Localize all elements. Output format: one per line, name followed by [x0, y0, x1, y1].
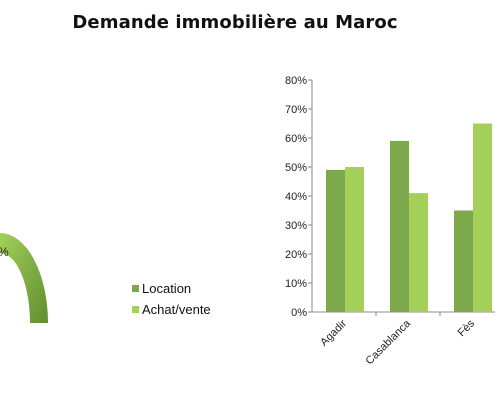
- legend-item-location: Location: [132, 278, 211, 299]
- legend-item-achat-vente: Achat/vente: [132, 299, 211, 320]
- legend-swatch-location: [132, 285, 139, 292]
- y-tick-label: 20%: [285, 249, 307, 261]
- x-tick-label: Agadir: [318, 317, 349, 348]
- bar: [326, 169, 345, 312]
- y-tick-label: 30%: [285, 220, 307, 232]
- bar: [345, 167, 364, 312]
- x-tick-label: Casablanca: [364, 317, 414, 367]
- y-tick-label: 70%: [285, 104, 307, 116]
- chart-title: Demande immobilière au Maroc: [72, 12, 398, 33]
- bar: [454, 210, 473, 312]
- y-tick-label: 40%: [285, 191, 307, 203]
- donut-ring-segment: [0, 233, 48, 323]
- y-tick-label: 60%: [285, 133, 307, 145]
- y-tick-label: 80%: [285, 75, 307, 87]
- y-tick-label: 10%: [285, 278, 307, 290]
- y-tick-label: 50%: [285, 162, 307, 174]
- bar: [409, 193, 428, 312]
- donut-chart: %: [0, 233, 48, 323]
- y-tick-label: 0%: [291, 307, 307, 319]
- bar: [473, 123, 492, 312]
- bar: [390, 140, 409, 312]
- legend-swatch-achat-vente: [132, 306, 139, 313]
- donut-label-fragment: %: [0, 245, 9, 259]
- legend-label-location: Location: [142, 281, 192, 296]
- x-tick-label: Fès: [456, 317, 478, 339]
- legend: Location Achat/vente: [132, 278, 211, 320]
- legend-label-achat-vente: Achat/vente: [142, 302, 211, 317]
